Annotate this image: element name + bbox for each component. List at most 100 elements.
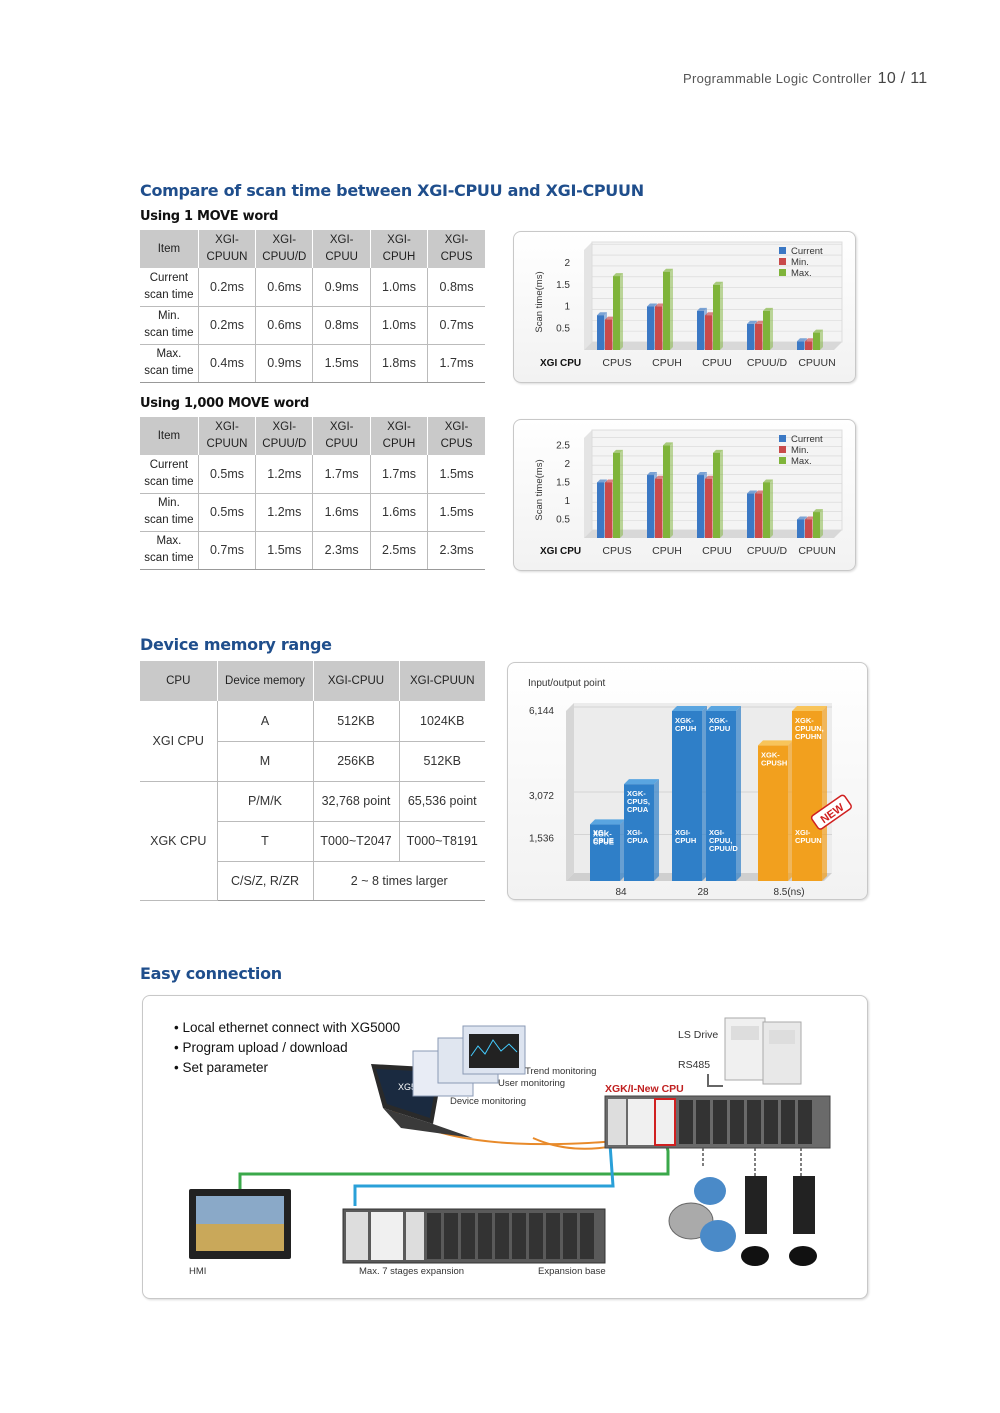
legend-label: Max.: [791, 456, 812, 467]
bar: [706, 711, 736, 881]
table-cell: 0.6ms: [255, 306, 314, 345]
bar-side: [822, 706, 827, 881]
row-label: Min. scan time: [140, 493, 199, 532]
connection-panel: XG5000 Trend monitoring User monitoring …: [142, 995, 868, 1299]
x-tick-label: CPUS: [602, 545, 631, 557]
device-label: Device monitoring: [450, 1096, 526, 1107]
connection-section-title: Easy connection: [140, 964, 282, 983]
mem-header-cpuu: XGI-CPUU: [313, 661, 400, 701]
table-header-cell: XGI- CPUUN: [198, 230, 257, 268]
y-tick-label: 0.5: [556, 514, 570, 525]
bar-side: [654, 779, 659, 881]
legend-swatch: [779, 269, 786, 276]
ls-drive-label: LS Drive: [678, 1029, 718, 1041]
cable-green: [238, 1128, 670, 1191]
bar-top: [805, 338, 815, 342]
bar-top: [697, 307, 707, 311]
bar: [792, 711, 822, 881]
row-label: Current scan time: [140, 455, 199, 494]
bar-top-label: XGK-CPUUN, CPUHN: [795, 716, 824, 741]
y-tick-label: 0.5: [556, 323, 570, 334]
table-cell: 1.7ms: [427, 344, 485, 383]
table-row: Current scan time 0.5ms 1.2ms 1.7ms 1.7ms 1.5…: [140, 455, 485, 494]
bar: [797, 341, 804, 350]
bar: [747, 493, 754, 538]
table-row: Current scan time 0.2ms 0.6ms 0.9ms 1.0ms 0.8…: [140, 268, 485, 307]
table-row: Max. scan time 0.7ms 1.5ms 2.3ms 2.5ms 2.3ms: [140, 531, 485, 570]
bar-side: [620, 819, 625, 881]
mem-xgk-cpu: XGK CPU: [140, 781, 218, 901]
scan-table-1: Item XGI- CPUUN XGI- CPUU/D XGI- CPUU XGI- C…: [140, 230, 485, 383]
bar-top: [713, 449, 723, 453]
y-tick-label: 1.5: [556, 280, 570, 291]
table-cell: 0.2ms: [198, 268, 257, 307]
mem-cell: T000~T8191: [399, 821, 485, 862]
bar-top: [672, 706, 707, 711]
scan-chart-2-panel: 0.5 1 1.5 2 2.5 Scan time(ms) CPUS CPUH CPUU CPUU…: [513, 419, 856, 571]
mem-cell: C/S/Z, R/ZR: [217, 861, 314, 901]
chart-side-wall: [584, 430, 592, 538]
cable-blue: [353, 1115, 615, 1206]
table-cell: 2.3ms: [427, 531, 485, 570]
table-cell: 0.5ms: [198, 455, 257, 494]
table-cell: 1.6ms: [370, 493, 429, 532]
bar-top: [647, 472, 657, 476]
bar-bottom-label: XGI-CPUH: [675, 828, 696, 845]
scan-chart-1: 0.5 1 1.5 2 Scan time(ms) CPUS CPUH CPUU CPUU/D C…: [534, 241, 843, 369]
bar-top-label: XGK-CPUE: [593, 829, 614, 846]
table-cell: 0.8ms: [312, 306, 371, 345]
bar: [655, 306, 662, 350]
bar-top: [605, 479, 615, 483]
bar-top: [747, 490, 757, 494]
x-group-label: 8.5(ns): [773, 887, 804, 898]
table-header-cell: XGI- CPUU/D: [255, 230, 314, 268]
y-tick-label: 2: [564, 258, 570, 269]
table-cell: 0.5ms: [198, 493, 257, 532]
table-cell: 2.3ms: [312, 531, 371, 570]
mem-cell: 256KB: [313, 741, 400, 782]
io-chart: Input/output point 1,536 3,072 6,144 XGK-CPU…: [528, 678, 852, 898]
bar-top: [590, 819, 625, 825]
legend-label: Current: [791, 246, 823, 257]
legend-label: Min.: [791, 257, 809, 268]
bar-top: [805, 516, 815, 520]
trend-label: Trend monitoring: [525, 1066, 596, 1077]
mem-header-device: Device memory: [217, 661, 314, 701]
y-tick-label: 1: [564, 302, 570, 313]
y-tick-label: 1.5: [556, 477, 570, 488]
bullet-item: • Program upload / download: [174, 1040, 348, 1055]
bar: [597, 315, 604, 350]
bar-side: [620, 449, 623, 538]
bar-bottom-label: XGI-CPUE: [593, 828, 614, 845]
bar: [597, 482, 604, 538]
bar: [713, 452, 720, 538]
table-header-cell: XGI- CPUU: [312, 230, 371, 268]
bar-top: [624, 779, 659, 785]
mem-header-cpu: CPU: [140, 661, 218, 701]
bar-top: [647, 303, 657, 307]
mem-cell: 512KB: [399, 741, 485, 782]
bar: [605, 319, 612, 350]
chart-side-wall: [584, 242, 592, 350]
new-cpu-label: XGK/I-New CPU: [605, 1083, 684, 1095]
bar-top: [813, 329, 823, 333]
bar: [663, 271, 670, 350]
legend-label: Max.: [791, 268, 812, 279]
bar-top: [713, 281, 723, 285]
bar-top: [797, 338, 807, 342]
bar-side: [820, 329, 823, 350]
mem-cell: A: [217, 701, 314, 742]
bar: [755, 493, 762, 538]
bar: [805, 519, 812, 538]
x-axis-label: XGI CPU: [540, 546, 581, 557]
table-header-cell: Item: [140, 417, 199, 455]
bar: [763, 482, 770, 538]
io-chart-panel: Input/output point 1,536 3,072 6,144 XGK-CPU…: [507, 662, 868, 900]
bar-top-label: XGK-CPUU: [709, 716, 730, 733]
table1-subtitle: Using 1 MOVE word: [140, 209, 279, 224]
bullet-item: • Local ethernet connect with XG5000: [174, 1020, 401, 1035]
bar: [713, 284, 720, 350]
servo-drive-icon: [741, 1176, 817, 1266]
hmi-label: HMI: [189, 1266, 206, 1277]
bar: [813, 332, 820, 350]
